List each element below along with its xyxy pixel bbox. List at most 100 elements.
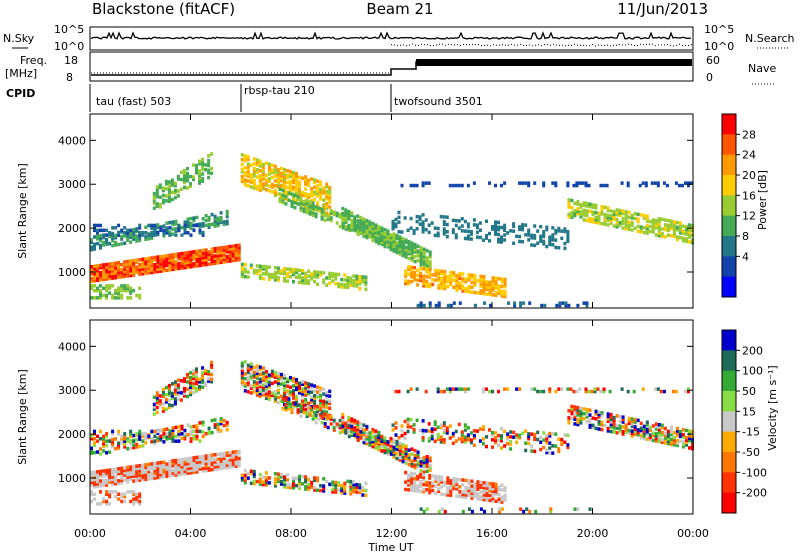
range-gate-cell <box>421 436 425 440</box>
range-gate-cell <box>228 252 232 256</box>
range-gate-cell <box>225 219 229 224</box>
range-gate-cell <box>500 183 503 188</box>
range-gate-cell <box>144 465 148 469</box>
range-gate-cell <box>123 437 127 441</box>
range-gate-cell <box>310 383 314 387</box>
range-gate-cell <box>267 272 271 277</box>
range-gate-cell <box>159 475 163 479</box>
range-gate-cell <box>141 475 145 480</box>
range-gate-cell <box>99 429 102 434</box>
range-gate-cell <box>301 482 304 486</box>
range-gate-cell <box>585 412 589 417</box>
range-gate-cell <box>681 224 685 228</box>
range-gate-cell <box>461 272 465 276</box>
range-gate-cell <box>225 465 229 470</box>
range-gate-cell <box>470 491 474 495</box>
range-gate-cell <box>361 488 365 492</box>
range-gate-cell <box>138 492 142 496</box>
range-gate-cell <box>90 272 93 276</box>
range-gate-cell <box>654 218 658 223</box>
range-gate-cell <box>669 437 673 442</box>
range-gate-cell <box>439 425 443 430</box>
range-gate-cell <box>347 418 351 422</box>
range-gate-cell <box>183 178 186 182</box>
range-gate-cell <box>344 428 348 433</box>
range-gate-cell <box>612 415 616 420</box>
range-gate-cell <box>445 230 449 234</box>
range-gate-cell <box>353 222 357 226</box>
range-gate-cell <box>93 269 96 273</box>
range-gate-cell <box>392 237 396 241</box>
range-gate-cell <box>503 493 507 497</box>
range-gate-cell <box>413 481 417 486</box>
range-gate-cell <box>316 488 320 492</box>
range-gate-cell <box>156 269 160 274</box>
range-gate-cell <box>501 507 504 511</box>
range-gate-cell <box>117 432 121 436</box>
range-gate-cell <box>219 417 223 421</box>
range-gate-cell <box>105 267 109 272</box>
range-gate-cell <box>491 430 494 435</box>
range-gate-cell <box>688 230 691 235</box>
range-gate-cell <box>186 231 190 235</box>
range-gate-cell <box>171 459 175 463</box>
range-gate-cell <box>383 436 387 440</box>
power-colorbar-label: Power [dB] <box>756 170 769 230</box>
range-gate-cell <box>108 468 112 472</box>
range-gate-cell <box>467 488 471 493</box>
range-gate-cell <box>395 243 399 248</box>
range-gate-cell <box>377 438 381 442</box>
range-gate-cell <box>284 403 288 407</box>
range-gate-cell <box>564 301 568 305</box>
range-gate-cell <box>213 249 217 253</box>
range-gate-cell <box>283 184 286 189</box>
range-gate-cell <box>681 428 685 432</box>
range-gate-cell <box>155 202 159 206</box>
range-gate-cell <box>150 439 154 443</box>
range-gate-cell <box>407 244 411 249</box>
range-gate-cell <box>678 432 682 436</box>
range-gate-cell <box>359 432 363 436</box>
range-gate-cell <box>657 432 661 437</box>
range-gate-cell <box>398 252 402 256</box>
range-gate-cell <box>401 244 405 248</box>
range-gate-cell <box>356 226 360 230</box>
range-gate-cell <box>189 388 192 392</box>
range-gate-cell <box>283 179 286 184</box>
range-gate-cell <box>322 486 326 491</box>
range-gate-cell <box>413 463 417 467</box>
range-gate-cell <box>132 258 136 263</box>
range-gate-cell <box>401 241 405 246</box>
range-gate-cell <box>150 437 154 441</box>
range-gate-cell <box>129 434 133 439</box>
range-gate-cell <box>672 443 676 447</box>
range-gate-cell <box>344 210 348 215</box>
range-gate-cell <box>304 177 308 182</box>
range-gate-cell <box>264 372 268 376</box>
range-gate-cell <box>672 435 676 440</box>
range-gate-cell <box>338 430 342 435</box>
range-gate-cell <box>225 463 229 467</box>
range-gate-cell <box>186 372 189 377</box>
range-gate-cell <box>662 389 666 394</box>
range-gate-cell <box>189 390 192 394</box>
range-gate-cell <box>410 464 414 468</box>
range-gate-cell <box>413 465 417 470</box>
range-gate-cell <box>201 260 205 265</box>
range-gate-cell <box>273 191 277 195</box>
range-gate-cell <box>404 269 408 274</box>
range-gate-cell <box>311 206 315 210</box>
range-gate-cell <box>481 387 485 391</box>
range-gate-cell <box>365 427 369 431</box>
range-gate-cell <box>198 176 201 180</box>
range-gate-cell <box>138 265 142 269</box>
range-gate-cell <box>219 454 223 458</box>
range-gate-cell <box>413 266 417 270</box>
range-gate-cell <box>509 439 513 444</box>
range-gate-cell <box>201 162 205 167</box>
range-gate-cell <box>156 262 160 267</box>
range-gate-cell <box>156 225 160 230</box>
range-gate-cell <box>585 218 589 223</box>
range-gate-cell <box>539 224 543 229</box>
range-gate-cell <box>132 231 136 235</box>
